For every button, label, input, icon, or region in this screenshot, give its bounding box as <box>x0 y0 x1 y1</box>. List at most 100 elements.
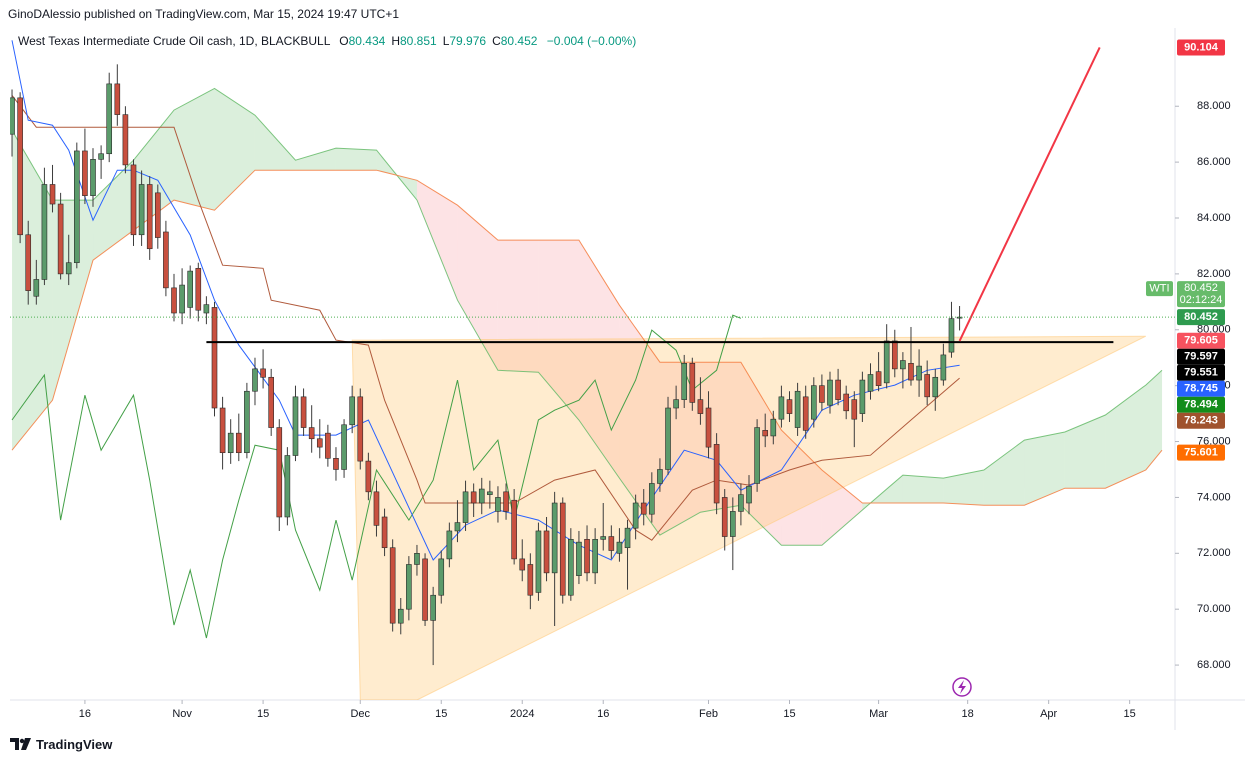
candle-body <box>292 396 299 456</box>
candle-body <box>665 407 671 470</box>
candle-body <box>940 354 947 381</box>
ohlc-value: 80.434 <box>348 34 386 48</box>
candle-body <box>65 262 72 275</box>
ohlc-letter: C <box>492 34 501 48</box>
y-tick-label: 72.000 <box>1197 547 1231 559</box>
cloud-fill <box>781 430 822 546</box>
cloud-fill <box>983 440 1025 506</box>
candle-body <box>74 150 80 264</box>
candle-body <box>916 365 922 381</box>
candle-body <box>454 522 461 532</box>
x-tick-label: Dec <box>350 708 370 720</box>
candle-body <box>146 184 153 250</box>
candle-body <box>689 363 696 403</box>
candle-body <box>365 460 372 493</box>
price-label: 79.597 <box>1184 351 1218 363</box>
candle-body <box>592 539 598 574</box>
candle-body <box>478 488 485 504</box>
cloud-fill <box>538 240 579 421</box>
candle-body <box>138 184 145 236</box>
candle-body <box>900 360 906 370</box>
ohlc-value: 80.452 <box>500 34 538 48</box>
price-label: 79.605 <box>1184 335 1218 347</box>
candle-body <box>819 385 825 403</box>
y-tick-label: 80.000 <box>1197 324 1231 336</box>
candle-body <box>438 558 445 596</box>
candle-body <box>373 491 380 526</box>
candle-body <box>535 530 542 593</box>
candle-body <box>924 374 930 398</box>
candle-body <box>859 379 866 414</box>
y-tick-label: 82.000 <box>1197 268 1231 280</box>
candle-body <box>179 284 185 314</box>
candle-body <box>414 553 420 565</box>
candle-body <box>219 407 226 454</box>
candle-body <box>576 541 582 576</box>
indicator-line <box>11 314 742 639</box>
cloud-fill <box>457 205 498 371</box>
candle-body <box>568 539 574 596</box>
candle-body <box>227 432 234 454</box>
candle-body <box>827 379 833 406</box>
candle-body <box>891 340 898 370</box>
cloud-fill <box>335 148 377 171</box>
candle-body <box>649 483 655 515</box>
ohlc-item: O80.434 <box>339 34 385 48</box>
candle-body <box>616 541 623 554</box>
candle-body <box>389 547 396 624</box>
candle-body <box>171 287 177 314</box>
candle-body <box>705 407 712 448</box>
price-label-box <box>1177 444 1225 461</box>
candle-body <box>681 363 688 400</box>
x-tick-label: Feb <box>699 708 718 720</box>
candle-body <box>802 396 809 431</box>
y-tick-label: 86.000 <box>1197 156 1231 168</box>
candle-body <box>624 527 631 549</box>
candle-body <box>519 558 526 571</box>
y-tick-label: 88.000 <box>1197 100 1231 112</box>
legend: West Texas Intermediate Crude Oil cash, … <box>18 34 636 48</box>
y-tick-label: 74.000 <box>1197 491 1231 503</box>
candle-body <box>632 502 639 529</box>
alert-icon[interactable] <box>952 677 972 697</box>
candle-body <box>106 83 113 155</box>
ohlc: O80.434 H80.851 L79.976 C80.452 <box>333 34 537 48</box>
candle-body <box>333 458 339 470</box>
candle-body <box>300 396 307 428</box>
span-b-line <box>11 169 1163 506</box>
candle-body <box>114 83 121 115</box>
x-tick-label: 15 <box>435 708 447 720</box>
cloud-fill <box>1145 370 1163 471</box>
candle-body <box>341 424 347 470</box>
candle-body <box>41 184 48 280</box>
candle-body <box>875 371 882 386</box>
price-label-box <box>1177 396 1225 413</box>
x-tick-label: Nov <box>172 708 192 720</box>
candle-body <box>187 270 193 308</box>
candle-body <box>584 539 590 574</box>
cloud-fill <box>254 115 296 171</box>
candle-body <box>527 564 534 596</box>
target-line <box>958 46 1101 342</box>
candle-body <box>495 497 501 512</box>
price-label-box <box>1177 309 1225 326</box>
x-tick-label: Mar <box>869 708 888 720</box>
price-label: 78.243 <box>1184 415 1218 427</box>
candle-body <box>203 304 210 314</box>
header: GinoDAlessio published on TradingView.co… <box>8 7 400 21</box>
cloud-fill <box>943 470 984 506</box>
cloud-fill <box>214 88 255 211</box>
candle-body <box>794 390 801 428</box>
candle-body <box>25 234 32 291</box>
candle-body <box>163 231 169 289</box>
symbol-tag-box <box>1146 281 1173 297</box>
symbol-tag: WTI <box>1149 283 1169 295</box>
price-label: 78.745 <box>1184 383 1218 395</box>
price-label-box <box>1177 39 1225 56</box>
ohlc-value: 80.851 <box>399 34 437 48</box>
candle-body <box>932 376 939 398</box>
candle-body <box>49 184 56 205</box>
x-tick-label: 16 <box>597 708 609 720</box>
cloud-fill <box>821 470 863 546</box>
candle-body <box>252 368 258 392</box>
